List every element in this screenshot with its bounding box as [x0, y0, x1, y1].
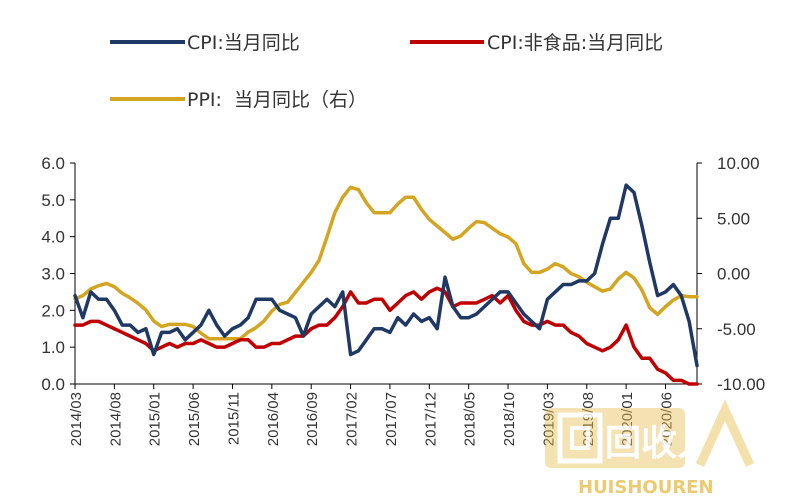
x-tick-label: 2016/04 [265, 392, 282, 446]
x-tick-label: 2017/07 [383, 392, 400, 446]
right-tick-label: -5.00 [717, 320, 756, 339]
legend-label-ppi: PPI: 当月同比（右） [187, 89, 367, 111]
series-line-ppi [73, 185, 699, 341]
left-tick-label: 2.0 [41, 301, 65, 320]
series-lines [73, 183, 699, 386]
left-tick-label: 4.0 [41, 228, 65, 247]
x-tick-label: 2016/09 [304, 392, 321, 446]
watermark-badge-inner-square [570, 426, 590, 450]
x-tick-label: 2014/03 [68, 392, 85, 446]
watermark-subtext: HUISHOUREN [578, 477, 714, 498]
x-tick-label: 2017/12 [422, 392, 439, 446]
legend-item-cpi: CPI:当月同比 [110, 32, 300, 54]
watermark-logo: 回收人 HUISHOUREN [545, 399, 755, 498]
legend-item-ppi: PPI: 当月同比（右） [110, 89, 367, 111]
legend-label-cpi: CPI:当月同比 [187, 32, 300, 54]
left-axis-ticks: 6.0 5.0 4.0 3.0 2.0 1.0 0.0 [41, 154, 75, 394]
legend: CPI:当月同比 CPI:非食品:当月同比 PPI: 当月同比（右） [110, 32, 663, 111]
legend-item-cpi-nonfood: CPI:非食品:当月同比 [410, 32, 663, 54]
left-tick-label: 5.0 [41, 191, 65, 210]
x-axis-ticks: 2014/03 2014/08 2015/01 2015/06 2015/11 2016/… [68, 384, 676, 446]
x-tick-label: 2014/08 [107, 392, 124, 446]
x-tick-label: 2015/01 [147, 392, 164, 446]
x-tick-label: 2015/11 [225, 392, 242, 445]
watermark-text: 回收人 [605, 423, 713, 464]
left-tick-label: 6.0 [41, 154, 65, 173]
right-axis-ticks: 10.00 5.00 0.00 -5.00 -10.00 [697, 154, 765, 394]
series-line-cpi [73, 183, 699, 368]
x-tick-label: 2018/05 [462, 392, 479, 446]
right-tick-label: 5.00 [717, 209, 750, 228]
watermark-badge [545, 408, 685, 468]
watermark-badge-inner [557, 412, 603, 464]
series-line-cpi-nonfood [73, 286, 699, 386]
x-tick-label: 2017/02 [344, 392, 361, 446]
left-tick-label: 3.0 [41, 265, 65, 284]
right-tick-label: -10.00 [717, 375, 765, 394]
x-tick-label: 2020/01 [619, 392, 636, 446]
x-tick-label: 2019/03 [540, 392, 557, 446]
right-tick-label: 0.00 [717, 265, 750, 284]
watermark-person-icon [695, 399, 755, 467]
left-tick-label: 1.0 [41, 338, 65, 357]
x-tick-label: 2019/08 [580, 392, 597, 446]
legend-label-cpi-nonfood: CPI:非食品:当月同比 [487, 32, 663, 54]
x-tick-label: 2015/06 [186, 392, 203, 446]
right-tick-label: 10.00 [717, 154, 760, 173]
x-tick-label: 2018/10 [501, 392, 518, 446]
left-tick-label: 0.0 [41, 375, 65, 394]
x-tick-label: 2020/06 [659, 392, 676, 446]
